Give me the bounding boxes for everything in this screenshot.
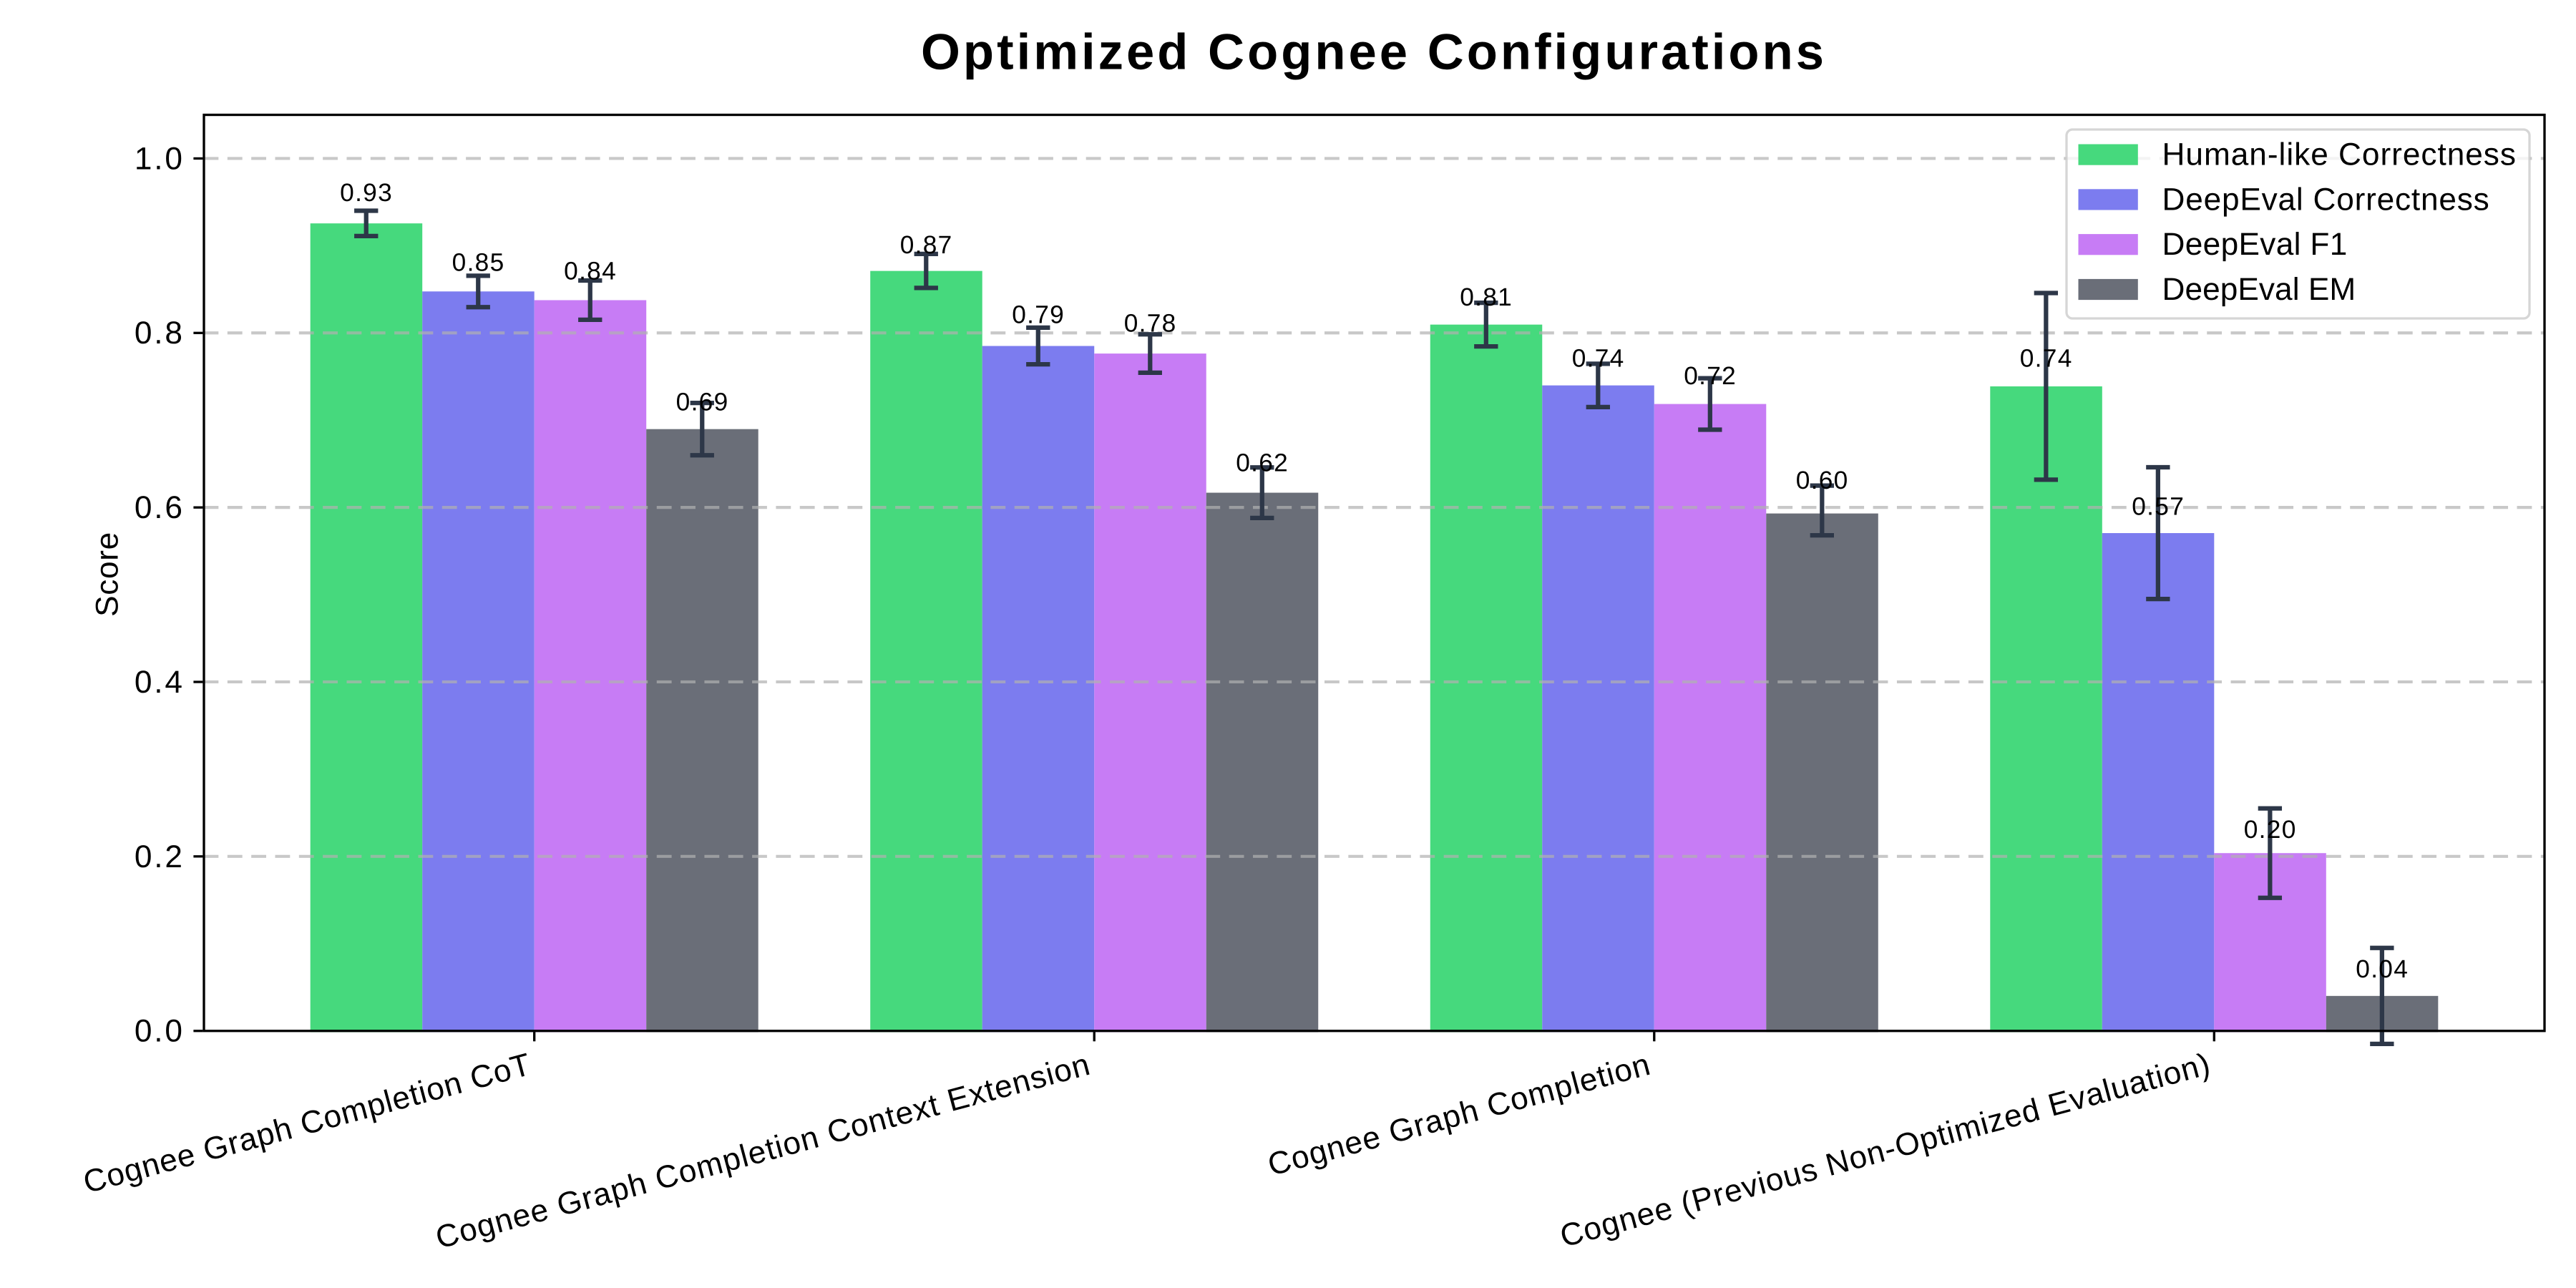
svg-text:1.0: 1.0 (135, 141, 185, 176)
svg-text:0.85: 0.85 (452, 248, 505, 276)
svg-text:0.6: 0.6 (135, 490, 185, 525)
svg-text:0.74: 0.74 (1572, 344, 1625, 372)
svg-text:0.84: 0.84 (564, 258, 617, 286)
svg-text:0.79: 0.79 (1012, 301, 1065, 328)
svg-text:DeepEval EM: DeepEval EM (2162, 272, 2356, 307)
svg-text:0.69: 0.69 (676, 388, 729, 416)
svg-text:0.0: 0.0 (135, 1014, 185, 1049)
svg-text:0.81: 0.81 (1460, 283, 1513, 311)
svg-text:0.57: 0.57 (2132, 493, 2185, 521)
svg-text:DeepEval F1: DeepEval F1 (2162, 227, 2348, 262)
svg-text:0.2: 0.2 (135, 839, 185, 874)
svg-text:0.87: 0.87 (900, 231, 953, 259)
svg-text:0.4: 0.4 (135, 665, 185, 700)
svg-text:0.20: 0.20 (2244, 816, 2297, 844)
svg-text:Score: Score (90, 532, 125, 617)
svg-text:0.60: 0.60 (1796, 467, 1849, 494)
svg-text:Optimized Cognee Configuration: Optimized Cognee Configurations (921, 24, 1827, 80)
svg-text:DeepEval Correctness: DeepEval Correctness (2162, 182, 2490, 217)
svg-text:0.62: 0.62 (1236, 449, 1289, 477)
svg-text:0.93: 0.93 (340, 179, 393, 207)
svg-text:0.8: 0.8 (135, 316, 185, 351)
svg-text:0.78: 0.78 (1124, 310, 1177, 338)
svg-text:0.72: 0.72 (1684, 362, 1737, 390)
svg-text:0.04: 0.04 (2356, 955, 2409, 983)
svg-text:Human-like Correctness: Human-like Correctness (2162, 137, 2517, 172)
svg-text:0.74: 0.74 (2020, 344, 2073, 372)
